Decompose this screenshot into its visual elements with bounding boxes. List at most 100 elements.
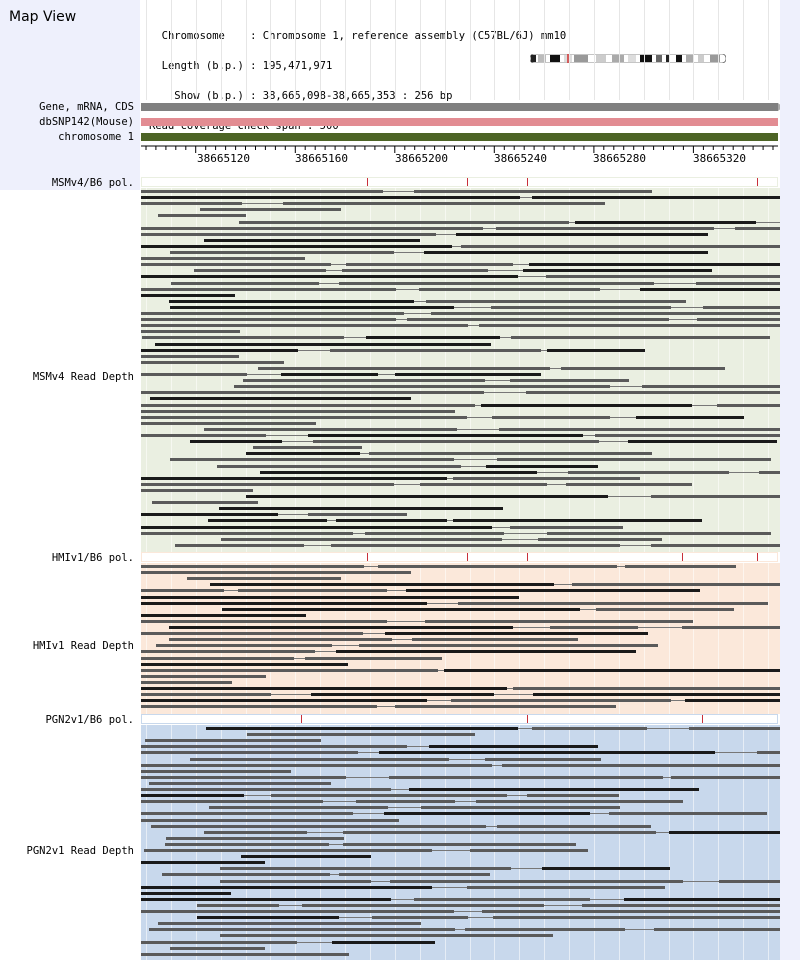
read-pair-link [346,776,389,778]
read-pair-link [547,483,566,485]
sequence-read [141,226,483,230]
sequence-read [141,674,266,678]
polymorphism-bar[interactable] [141,177,778,187]
sequence-read [703,305,800,309]
sequence-read [241,855,371,859]
read-pair-link [271,694,311,696]
sequence-read [141,680,232,684]
snp-track-bar[interactable] [141,118,778,126]
sequence-read [281,373,378,376]
read-pair-link [457,428,499,430]
sequence-read [497,824,651,828]
sequence-read [271,794,507,798]
sequence-read [156,644,332,648]
sequence-read [313,440,599,444]
polymorphism-marker[interactable] [467,178,468,186]
polymorphism-marker[interactable] [467,553,468,561]
polymorphism-marker[interactable] [367,553,368,561]
polymorphism-marker[interactable] [757,178,758,186]
read-pair-link [492,526,510,528]
gridline [369,0,371,100]
polymorphism-bar[interactable] [141,552,778,562]
polymorphism-marker[interactable] [527,178,528,186]
read-pair-link [692,404,717,406]
sequence-read [204,238,420,242]
sequence-read [486,464,598,468]
sequence-read [406,589,700,593]
sequence-read [513,687,780,690]
sequence-read [171,281,319,285]
gridline [220,725,222,960]
sequence-read [651,495,788,498]
sequence-read [625,565,736,568]
sequence-read [206,727,518,730]
polymorphism-marker[interactable] [367,178,368,186]
read-pair-link [608,496,651,497]
sequence-read [412,638,578,642]
read-pair-link [307,831,343,833]
gridline [569,725,570,960]
gene-track-bar[interactable] [141,103,778,111]
track-label-chromosome: chromosome 1 [58,131,134,143]
read-pair-link [544,904,582,906]
sequence-read [624,897,800,901]
right-scroll-strip[interactable] [780,0,800,960]
sequence-read [497,458,771,462]
sequence-read [339,873,490,877]
polymorphism-marker[interactable] [702,715,703,723]
sequence-read [141,952,349,956]
gridline [295,725,297,960]
sequence-read [141,525,492,529]
sequence-read [141,751,358,755]
sequence-read [197,916,339,920]
sequence-read [671,775,800,779]
sequence-read [395,705,616,709]
chromosome-track-bar[interactable] [141,133,778,141]
info-line-chromosome: Chromosome : Chromosome 1, reference ass… [149,30,567,42]
polymorphism-marker[interactable] [301,715,302,723]
gridline [544,188,546,552]
sequence-read [444,668,789,672]
polymorphism-marker[interactable] [682,553,683,561]
read-pair-link [427,602,458,604]
read-pair-link [461,465,486,467]
sequence-read [542,867,670,871]
sequence-read [220,934,553,938]
sequence-read [719,879,800,883]
polymorphism-marker[interactable] [757,553,758,561]
sequence-read [170,946,265,950]
sequence-read [246,495,608,498]
sequence-read [476,800,683,804]
sequence-read [407,318,669,322]
sequence-read [547,348,645,352]
gridline [345,725,346,960]
polymorphism-marker[interactable] [527,715,528,723]
read-pair-link [518,276,546,278]
sequence-read [757,751,800,755]
gridline [345,188,346,552]
sequence-read [200,208,341,212]
sequence-read [365,531,504,535]
info-line-show: Show (b.p.) : 38,665,098-38,665,353 : 25… [149,90,453,102]
ruler-ticks [141,145,778,153]
sequence-read [550,626,638,629]
polymorphism-marker[interactable] [527,553,528,561]
read-pair-link [663,776,671,778]
read-pair-link [455,801,476,803]
sequence-read [431,312,790,315]
sequence-read [546,275,800,279]
sequence-read [453,519,702,523]
sequence-read [190,440,282,444]
gridline [519,188,521,552]
sequence-read [141,318,396,322]
sample-pol-label-pgn2v1: PGN2v1/B6 pol. [45,714,134,726]
sequence-read [169,299,414,303]
sample-depth-label-hmiv1: HMIv1 Read Depth [32,640,134,652]
gridline [270,0,272,100]
sequence-read [426,299,686,303]
sequence-read [141,693,271,697]
sequence-read [175,543,304,547]
chromosome-ideogram[interactable] [529,52,727,65]
polymorphism-bar[interactable] [141,714,778,724]
gridline [693,563,695,714]
